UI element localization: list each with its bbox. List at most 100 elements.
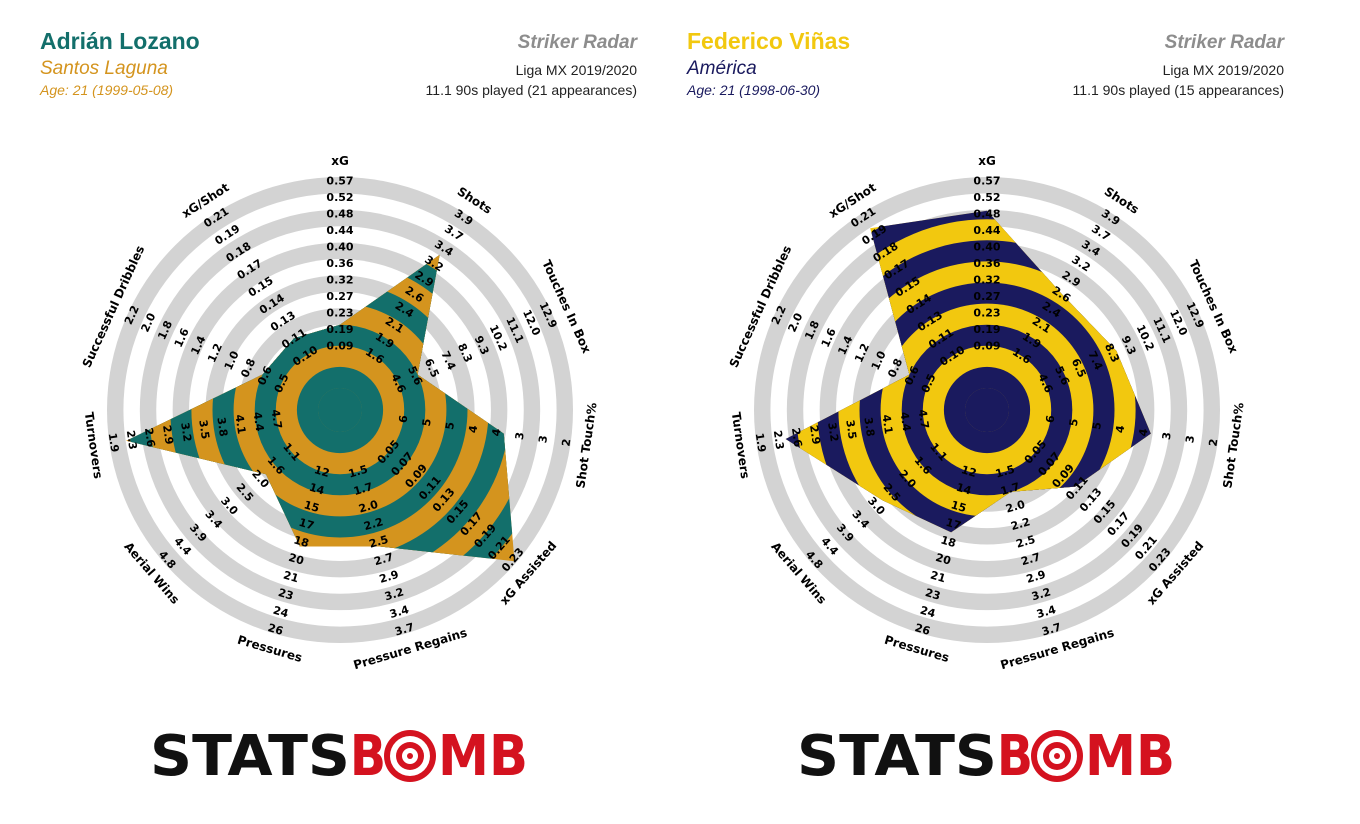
tick-label: 3.7 (393, 621, 415, 639)
tick-label: 26 (266, 621, 285, 638)
tick-label: 0.19 (326, 323, 353, 336)
league-label: Liga MX 2019/2020 (1162, 62, 1284, 78)
logo-target-icon (1031, 730, 1083, 782)
tick-label: 1.7 (999, 480, 1021, 498)
logo-target-icon (384, 730, 436, 782)
tick-label: 23 (277, 586, 295, 603)
tick-label: 24 (272, 604, 291, 621)
tick-label: 0.40 (973, 241, 1000, 254)
tick-label: 17 (297, 516, 315, 533)
tick-label: 0.23 (973, 306, 1000, 319)
tick-label: 2.2 (362, 515, 384, 533)
tick-label: 5 (420, 418, 434, 427)
tick-label: 1.5 (347, 463, 369, 481)
tick-label: 4.1 (879, 414, 895, 435)
tick-label: 0.09 (326, 339, 353, 352)
tick-label: 1.9 (753, 432, 769, 453)
tick-label: 4.4 (898, 411, 914, 432)
tick-label: 2.5 (368, 533, 390, 551)
logo-text-mb: MB (438, 724, 528, 789)
tick-label: 20 (287, 551, 306, 568)
tick-label: 0.44 (973, 224, 1000, 237)
tick-label: 0.52 (326, 191, 353, 204)
league-label: Liga MX 2019/2020 (515, 62, 637, 78)
tick-label: 3.8 (214, 416, 230, 437)
tick-label: 3.2 (1030, 585, 1052, 603)
tick-label: 0.36 (973, 257, 1000, 270)
tick-label: 24 (919, 604, 938, 621)
tick-label: 3.5 (843, 419, 859, 440)
radar-title: Striker Radar (517, 32, 637, 53)
radar-title: Striker Radar (1164, 32, 1284, 53)
tick-label: 14 (308, 481, 327, 498)
tick-label: 0.36 (326, 257, 353, 270)
tick-label: 2 (1207, 438, 1221, 447)
tick-label: 3.5 (196, 419, 212, 440)
tick-label: 4 (1113, 424, 1127, 434)
player-club: Santos Laguna (40, 58, 168, 79)
tick-label: 2.9 (1025, 568, 1047, 586)
logo-text-mb: MB (1085, 724, 1175, 789)
tick-label: 0.57 (326, 175, 353, 188)
tick-label: 2.6 (789, 427, 805, 448)
tick-label: 0.27 (326, 290, 353, 303)
tick-label: 0.23 (326, 306, 353, 319)
tick-label: 4.1 (232, 414, 248, 435)
player-name: Federico Viñas (687, 28, 851, 54)
tick-label: 0.09 (973, 339, 1000, 352)
tick-label: 2.2 (1009, 515, 1031, 533)
tick-label: 5 (1090, 421, 1104, 430)
statsbomb-logo: STATS B MB (797, 724, 1175, 789)
tick-label: 3.8 (861, 416, 877, 437)
tick-label: 1.7 (352, 480, 374, 498)
tick-label: 2.9 (807, 424, 823, 445)
tick-label: 14 (955, 481, 974, 498)
tick-label: 12 (960, 463, 978, 480)
tick-label: 4 (466, 424, 480, 434)
played-label: 11.1 90s played (15 appearances) (1072, 82, 1284, 98)
center-disc (318, 388, 362, 432)
radar-chart: 0.09 0.19 0.23 0.27 0.32 0.36 0.40 0.44 0.48 0.52… (80, 154, 600, 672)
tick-label: 0.44 (326, 224, 353, 237)
player-age: Age: 21 (1999-05-08) (40, 82, 174, 98)
axis-label: Turnovers (82, 411, 105, 479)
tick-label: 2.7 (373, 550, 395, 568)
tick-label: 1.5 (994, 463, 1016, 481)
tick-label: 3.7 (1040, 621, 1062, 639)
tick-label: 2.9 (378, 568, 400, 586)
logo-text-b: B (350, 724, 386, 789)
tick-label: 18 (939, 533, 957, 550)
tick-label: 2.7 (1020, 550, 1042, 568)
tick-label: 2.3 (771, 429, 787, 450)
tick-label: 0.27 (973, 290, 1000, 303)
tick-label: 0.32 (973, 274, 1000, 287)
radar-chart: 0.09 0.19 0.23 0.27 0.32 0.36 0.40 0.44 0.48 0.52… (727, 154, 1247, 672)
tick-label: 0.52 (973, 191, 1000, 204)
logo-text-stats: STATS (797, 724, 997, 789)
tick-label: 3.4 (388, 603, 411, 621)
tick-label: 21 (282, 569, 300, 586)
tick-label: 2.0 (1004, 498, 1027, 516)
tick-label: 0.48 (973, 208, 1000, 221)
tick-label: 0.19 (973, 323, 1000, 336)
radar-panel-left: Adrián Lozano Santos Laguna Age: 21 (199… (40, 28, 637, 789)
axis-label: Shot Touch% (1220, 402, 1246, 490)
tick-label: 15 (302, 498, 320, 515)
tick-label: 1.9 (106, 432, 122, 453)
tick-label: 4 (490, 427, 504, 437)
tick-label: 6 (397, 414, 411, 424)
tick-label: 3.2 (383, 585, 405, 603)
axis-label: Turnovers (729, 411, 752, 479)
axis-label: xG (978, 154, 996, 168)
tick-label: 5 (1067, 418, 1081, 427)
tick-label: 3.4 (1035, 603, 1058, 621)
center-disc (965, 388, 1009, 432)
radar-panel-right: Federico Viñas América Age: 21 (1998-06-… (647, 0, 1327, 824)
tick-label: 2.3 (124, 429, 140, 450)
player-age: Age: 21 (1998-06-30) (687, 82, 821, 98)
tick-label: 0.57 (973, 175, 1000, 188)
tick-label: 2.0 (357, 498, 380, 516)
tick-label: 3 (1160, 431, 1174, 440)
tick-label: 3 (513, 431, 527, 440)
axis-label: Shot Touch% (573, 402, 599, 490)
